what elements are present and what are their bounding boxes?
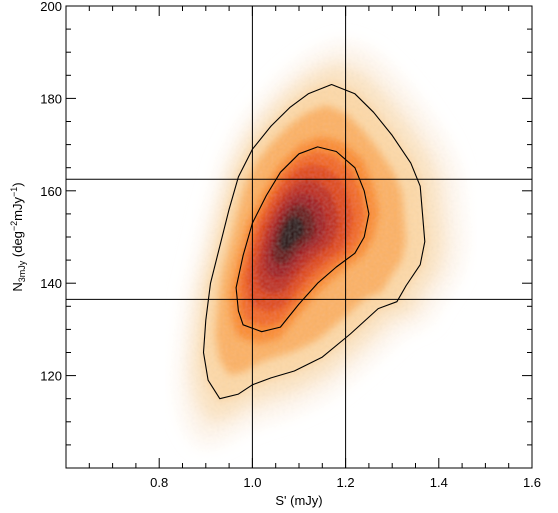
y-axis-label: N3mJy (deg−2mJy−1): [9, 182, 27, 291]
x-tick-label: 0.8: [150, 475, 168, 490]
x-tick-label: 1.2: [337, 475, 355, 490]
contour-lines: [202, 83, 426, 400]
x-axis-ticks: 0.8 1.0 1.2 1.4 1.6: [88, 6, 541, 490]
density-fill: [179, 43, 463, 446]
density-level: [280, 217, 304, 251]
y-tick-label: 120: [40, 369, 62, 384]
y-tick-label: 200: [40, 0, 62, 14]
x-tick-label: 1.6: [523, 475, 541, 490]
svg-text:N3mJy (deg−2mJy−1): N3mJy (deg−2mJy−1): [9, 182, 27, 291]
y-axis-ticks: 120 140 160 180 200: [40, 0, 532, 446]
x-axis-label: S' (mJy): [275, 493, 322, 508]
y-tick-label: 160: [40, 184, 62, 199]
contour-outer: [202, 83, 426, 400]
contour-inner: [235, 146, 370, 333]
y-tick-label: 180: [40, 91, 62, 106]
x-tick-label: 1.0: [243, 475, 261, 490]
y-tick-label: 140: [40, 276, 62, 291]
density-heatmap: [179, 43, 463, 446]
reference-lines: [66, 6, 532, 468]
x-tick-label: 1.4: [430, 475, 448, 490]
